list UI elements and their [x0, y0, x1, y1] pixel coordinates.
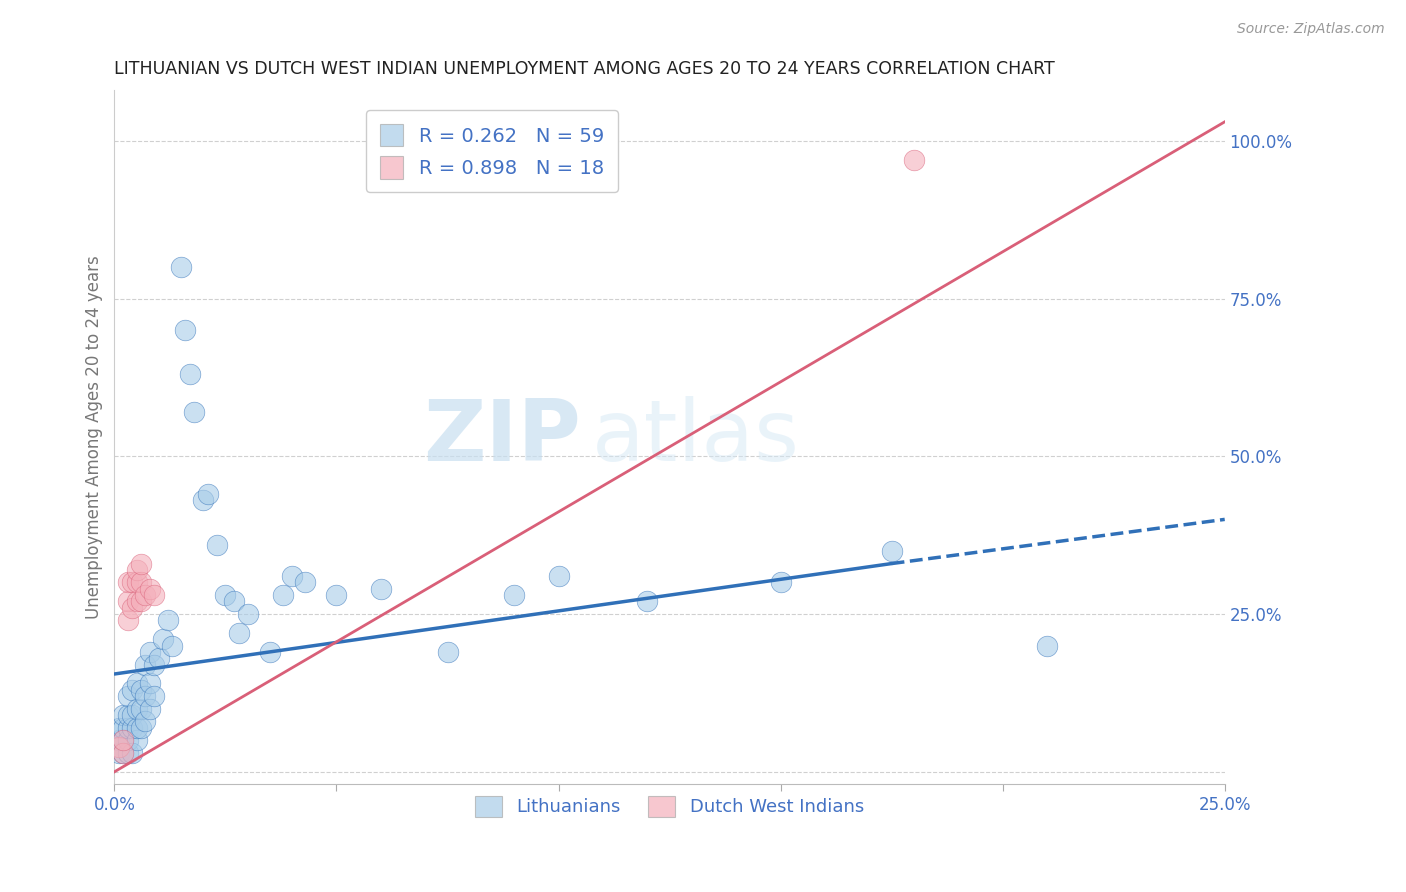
Point [183, 405, 205, 419]
Point [148, 651, 170, 665]
Point [143, 689, 166, 703]
Point [125, 702, 148, 716]
Point [503, 588, 526, 602]
Point [236, 607, 259, 621]
Point [121, 708, 143, 723]
Point [134, 689, 156, 703]
Point [112, 746, 135, 760]
Point [129, 575, 152, 590]
Point [112, 721, 135, 735]
Point [143, 657, 166, 672]
Point [112, 733, 135, 747]
Point [197, 487, 219, 501]
Point [108, 746, 131, 760]
Point [125, 594, 148, 608]
Point [108, 721, 131, 735]
Point [117, 575, 139, 590]
Point [193, 493, 215, 508]
Point [259, 645, 281, 659]
Point [121, 746, 143, 760]
Point [125, 563, 148, 577]
Point [139, 702, 162, 716]
Text: atlas: atlas [592, 396, 800, 479]
Point [139, 645, 162, 659]
Y-axis label: Unemployment Among Ages 20 to 24 years: Unemployment Among Ages 20 to 24 years [86, 255, 103, 619]
Point [117, 613, 139, 627]
Point [117, 733, 139, 747]
Point [179, 368, 201, 382]
Point [129, 721, 152, 735]
Point [129, 557, 152, 571]
Point [1036, 639, 1059, 653]
Point [108, 733, 131, 747]
Point [152, 632, 174, 647]
Point [228, 626, 250, 640]
Point [636, 594, 658, 608]
Point [129, 702, 152, 716]
Point [121, 721, 143, 735]
Point [436, 645, 458, 659]
Point [903, 153, 925, 167]
Point [143, 588, 166, 602]
Point [214, 588, 236, 602]
Point [174, 323, 197, 337]
Text: ZIP: ZIP [423, 396, 581, 479]
Point [547, 569, 569, 583]
Point [121, 600, 143, 615]
Text: LITHUANIAN VS DUTCH WEST INDIAN UNEMPLOYMENT AMONG AGES 20 TO 24 YEARS CORRELATI: LITHUANIAN VS DUTCH WEST INDIAN UNEMPLOY… [114, 60, 1054, 78]
Text: Source: ZipAtlas.com: Source: ZipAtlas.com [1237, 22, 1385, 37]
Point [134, 714, 156, 729]
Point [125, 733, 148, 747]
Point [129, 594, 152, 608]
Point [325, 588, 347, 602]
Point [170, 260, 193, 274]
Point [370, 582, 392, 596]
Point [129, 682, 152, 697]
Point [134, 588, 156, 602]
Point [121, 682, 143, 697]
Point [769, 575, 792, 590]
Point [125, 575, 148, 590]
Point [112, 708, 135, 723]
Point [294, 575, 316, 590]
Point [117, 708, 139, 723]
Point [121, 575, 143, 590]
Point [125, 676, 148, 690]
Legend: Lithuanians, Dutch West Indians: Lithuanians, Dutch West Indians [468, 789, 872, 824]
Point [125, 721, 148, 735]
Point [117, 721, 139, 735]
Point [880, 544, 903, 558]
Point [139, 676, 162, 690]
Point [117, 594, 139, 608]
Point [117, 746, 139, 760]
Point [205, 538, 228, 552]
Point [112, 733, 135, 747]
Point [139, 582, 162, 596]
Point [112, 746, 135, 760]
Point [271, 588, 294, 602]
Point [224, 594, 246, 608]
Point [281, 569, 304, 583]
Point [134, 657, 156, 672]
Point [160, 639, 183, 653]
Point [156, 613, 179, 627]
Point [117, 689, 139, 703]
Point [108, 739, 131, 754]
